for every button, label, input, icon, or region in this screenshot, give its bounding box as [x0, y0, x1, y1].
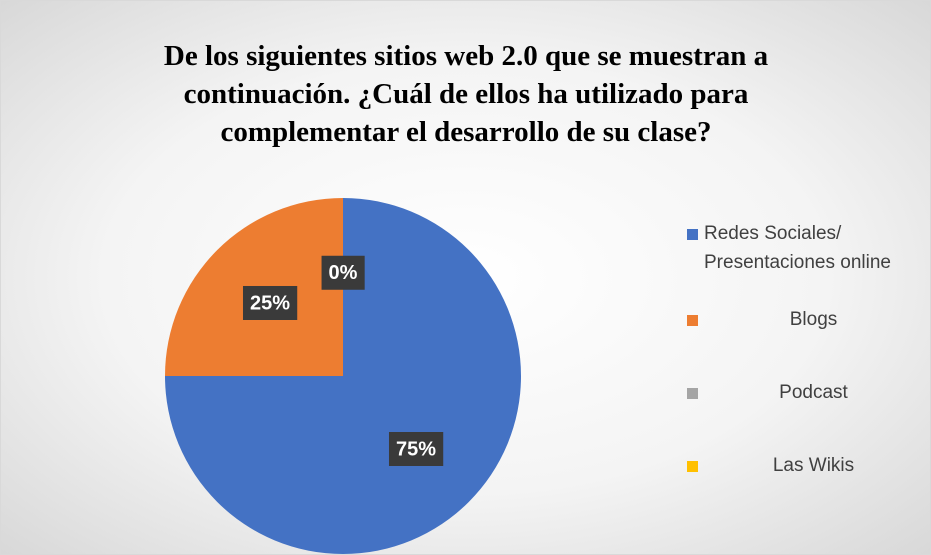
- legend-swatch: [687, 461, 698, 472]
- data-label: 25%: [242, 285, 298, 320]
- legend-item: Podcast: [687, 382, 923, 455]
- data-label: 75%: [388, 432, 444, 467]
- legend-item: Redes Sociales/ Presentaciones online: [687, 223, 923, 309]
- data-label-box: [321, 255, 365, 290]
- data-label: 0%: [321, 255, 365, 290]
- legend: Redes Sociales/ Presentaciones online Blo…: [687, 223, 923, 528]
- legend-item: Blogs: [687, 309, 923, 382]
- data-label-text: 0%: [329, 262, 358, 284]
- data-label-text: 75%: [396, 438, 436, 460]
- chart-title: De los siguientes sitios web 2.0 que se …: [163, 40, 769, 148]
- legend-item: Las Wikis: [687, 455, 923, 528]
- data-label-text: 25%: [250, 292, 290, 314]
- data-label-box: [242, 285, 298, 320]
- legend-label: Blogs: [789, 309, 838, 330]
- legend-label: Podcast: [779, 382, 848, 403]
- data-label-box: [388, 432, 444, 467]
- legend-label: Las Wikis: [772, 455, 855, 476]
- legend-swatch: [687, 229, 698, 240]
- legend-swatch: [687, 388, 698, 399]
- legend-swatch: [687, 315, 698, 326]
- legend-label: Redes Sociales/ Presentaciones online: [704, 223, 891, 273]
